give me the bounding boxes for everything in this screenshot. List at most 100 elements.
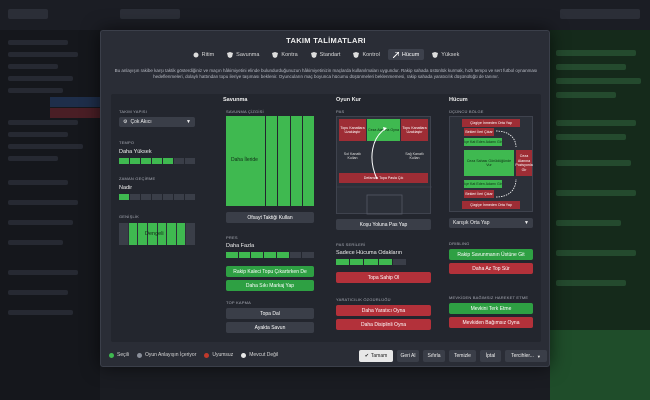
attack-header: Hücum	[449, 97, 468, 103]
final-third-slider[interactable]	[336, 259, 407, 265]
attack-pitch[interactable]: Çizgiye İnmeden Orta Yap Bekleri İleri Ç…	[449, 116, 533, 212]
dribble-label: DRIBLING	[449, 241, 470, 246]
background-highlight-red	[50, 108, 100, 118]
legend-label: Uyumsuz	[212, 352, 234, 358]
zone-left-top[interactable]: Topu Kanatlara Uzaklaştır	[339, 119, 366, 141]
creative-label: YARATICILIK ÖZGÜRLÜĞÜ	[336, 297, 391, 302]
tab-label: Kontrol	[362, 51, 380, 58]
zone-underlap-left-2[interactable]: İçe Kat Eden Adamı Gir	[464, 180, 502, 188]
chevron-down-icon: ▼	[536, 353, 541, 359]
tab-standart[interactable]: Standart	[306, 49, 346, 60]
chevron-down-icon: ▼	[524, 220, 529, 226]
shield-icon	[227, 51, 234, 58]
undo-button[interactable]: Geri Al	[397, 350, 419, 362]
done-button[interactable]: ✔ Tamam	[359, 350, 393, 362]
legend-label: Seçili	[117, 352, 129, 358]
reset-button[interactable]: Sıfırla	[423, 350, 445, 362]
legend-dot	[241, 352, 247, 358]
roam-from-positions-button[interactable]: Mevkiden Bağımsız Oyna	[449, 317, 533, 328]
zone-overlap-top[interactable]: Bekleri İleri Çıkar	[464, 128, 494, 136]
tab-hucum[interactable]: Hücum	[387, 49, 425, 60]
zone-work-into-box[interactable]: Ceza Alanına Pozisyonla Gir	[515, 150, 533, 176]
crossing-value: Karışık Orta Yap	[453, 220, 490, 226]
background-highlight-blue	[50, 97, 100, 107]
tab-label: Kontra	[281, 51, 298, 58]
zone-right-mid[interactable]: Sağ Kanatlı Kullan	[405, 151, 424, 161]
buildup-header: Oyun Kur	[336, 97, 362, 103]
width-value: Dengeli	[145, 231, 164, 237]
be-more-disciplined-button[interactable]: Daha Disiplinli Oyna	[336, 319, 431, 330]
timewasting-slider[interactable]	[119, 194, 195, 200]
tempo-label: TEMPO	[119, 140, 135, 145]
control-icon	[353, 51, 360, 58]
timewasting-value: Nadir	[119, 185, 133, 191]
shape-dropdown[interactable]: ⚙ Çok Akıcı ▼	[119, 117, 195, 127]
chevron-down-icon: ▼	[186, 119, 191, 125]
background-sidebar	[0, 30, 100, 400]
zone-right-top[interactable]: Topu Kanatlara Uzaklaştır	[401, 119, 428, 141]
background-pitch	[550, 330, 650, 400]
legend: Seçili Oyun Anlayışın İçeriyor Uyumsuz M…	[101, 347, 549, 363]
stay-on-feet-button[interactable]: Ayakta Savun	[226, 322, 314, 333]
attack-arrows-icon	[495, 130, 517, 198]
zone-left-mid[interactable]: Sol Kanatlı Kullan	[343, 151, 362, 161]
zone-early-cross-bottom[interactable]: Çizgiye İnmeden Orta Yap	[462, 201, 520, 209]
team-instructions-modal: TAKIM TALİMATLARI Ritim Savunma Kontra S…	[100, 30, 550, 367]
clear-button[interactable]: Temizle	[449, 350, 476, 362]
shape-value: Çok Akıcı	[130, 119, 152, 125]
preferences-label: Tercihler...	[511, 353, 534, 359]
tempo-slider[interactable]	[119, 158, 195, 164]
legend-dot	[136, 352, 142, 358]
counter-icon	[272, 51, 279, 58]
tab-savunma[interactable]: Savunma	[222, 49, 264, 60]
be-more-expressive-button[interactable]: Daha Yaratıcı Oyna	[336, 305, 431, 316]
legend-item-unavailable: Mevcut Değil	[241, 352, 278, 358]
check-icon: ✔	[364, 353, 369, 359]
setpiece-icon	[310, 51, 317, 58]
legend-label: Mevcut Değil	[249, 352, 279, 358]
tight-marking-button[interactable]: Daha Sıkı Markaj Yap	[226, 280, 314, 291]
tab-kontra[interactable]: Kontra	[267, 49, 302, 60]
shape-icon: ⚙	[123, 119, 128, 125]
tab-ritim[interactable]: Ritim	[188, 49, 220, 60]
press-slider[interactable]	[226, 252, 315, 258]
offside-button[interactable]: Ofsayt Taktiği Kullan	[226, 212, 314, 223]
tab-label: Standart	[319, 51, 341, 58]
mentality-description: Bu anlayışın rakibe karşı taktik gösterd…	[114, 68, 538, 79]
tab-kontrol[interactable]: Kontrol	[348, 49, 384, 60]
movement-label: MEVKİDEN BAĞIMSIZ HAREKET ETME	[449, 295, 529, 300]
modal-title: TAKIM TALİMATLARI	[286, 36, 366, 45]
goalkeeper-press-button[interactable]: Rakip Kaleci Topu Çıkartırken De	[226, 266, 314, 277]
cancel-button[interactable]: İptal	[480, 350, 501, 362]
crossing-dropdown[interactable]: Karışık Orta Yap ▼	[449, 218, 533, 228]
defence-header: Savunma	[223, 97, 248, 103]
width-label: GENİŞLİK	[119, 214, 140, 219]
zone-shoot-on-sight[interactable]: Ceza Sahası Görüldüğünde Vur	[464, 150, 514, 176]
tackling-label: TOP KAPMA	[226, 300, 251, 305]
zone-early-cross-top[interactable]: Çizgiye İnmeden Orta Yap	[462, 119, 520, 127]
width-selector[interactable]	[119, 223, 195, 245]
dribble-less-button[interactable]: Daha Az Top Sür	[449, 263, 533, 274]
zone-overlap-bottom[interactable]: Bekleri İleri Çıkar	[464, 190, 494, 198]
tackle-harder-button[interactable]: Topa Dal	[226, 308, 314, 319]
pass-into-space-button[interactable]: Koşu Yoluna Pas Yap	[336, 219, 431, 230]
possession-button[interactable]: Topa Sahip Ol	[336, 272, 431, 283]
defence-line-label: SAVUNMA ÇİZGİSİ	[226, 109, 264, 114]
legend-item-selected: Seçili	[109, 352, 129, 358]
pass-label: PAS	[336, 109, 345, 114]
buildup-pitch[interactable]: Topu Kanatlara Uzaklaştır Ceza Alanına O…	[336, 116, 432, 215]
background-top-bar	[0, 0, 650, 30]
attack-icon	[392, 51, 399, 58]
tab-yuksek[interactable]: Yüksek	[427, 49, 464, 60]
defence-block-selector[interactable]	[226, 116, 315, 206]
press-icon	[432, 51, 439, 58]
zone-bottom[interactable]: Defansta Topa Pasla Çık	[339, 173, 428, 183]
final-third-label: PAS SERİLERİ	[336, 242, 366, 247]
zone-underlap-left[interactable]: İçe Kat Eden Adamı Gir	[464, 138, 502, 146]
legend-item-incompatible: Uyumsuz	[204, 352, 233, 358]
mentality-tabs: Ritim Savunma Kontra Standart Kontrol Hü…	[101, 49, 551, 60]
hold-position-button[interactable]: Mevkini Terk Etme	[449, 303, 533, 314]
run-at-defence-button[interactable]: Rakip Savunmanın Üstüne Git	[449, 249, 533, 260]
preferences-button[interactable]: Tercihler... ▼	[505, 350, 547, 362]
tab-label: Hücum	[401, 51, 420, 58]
